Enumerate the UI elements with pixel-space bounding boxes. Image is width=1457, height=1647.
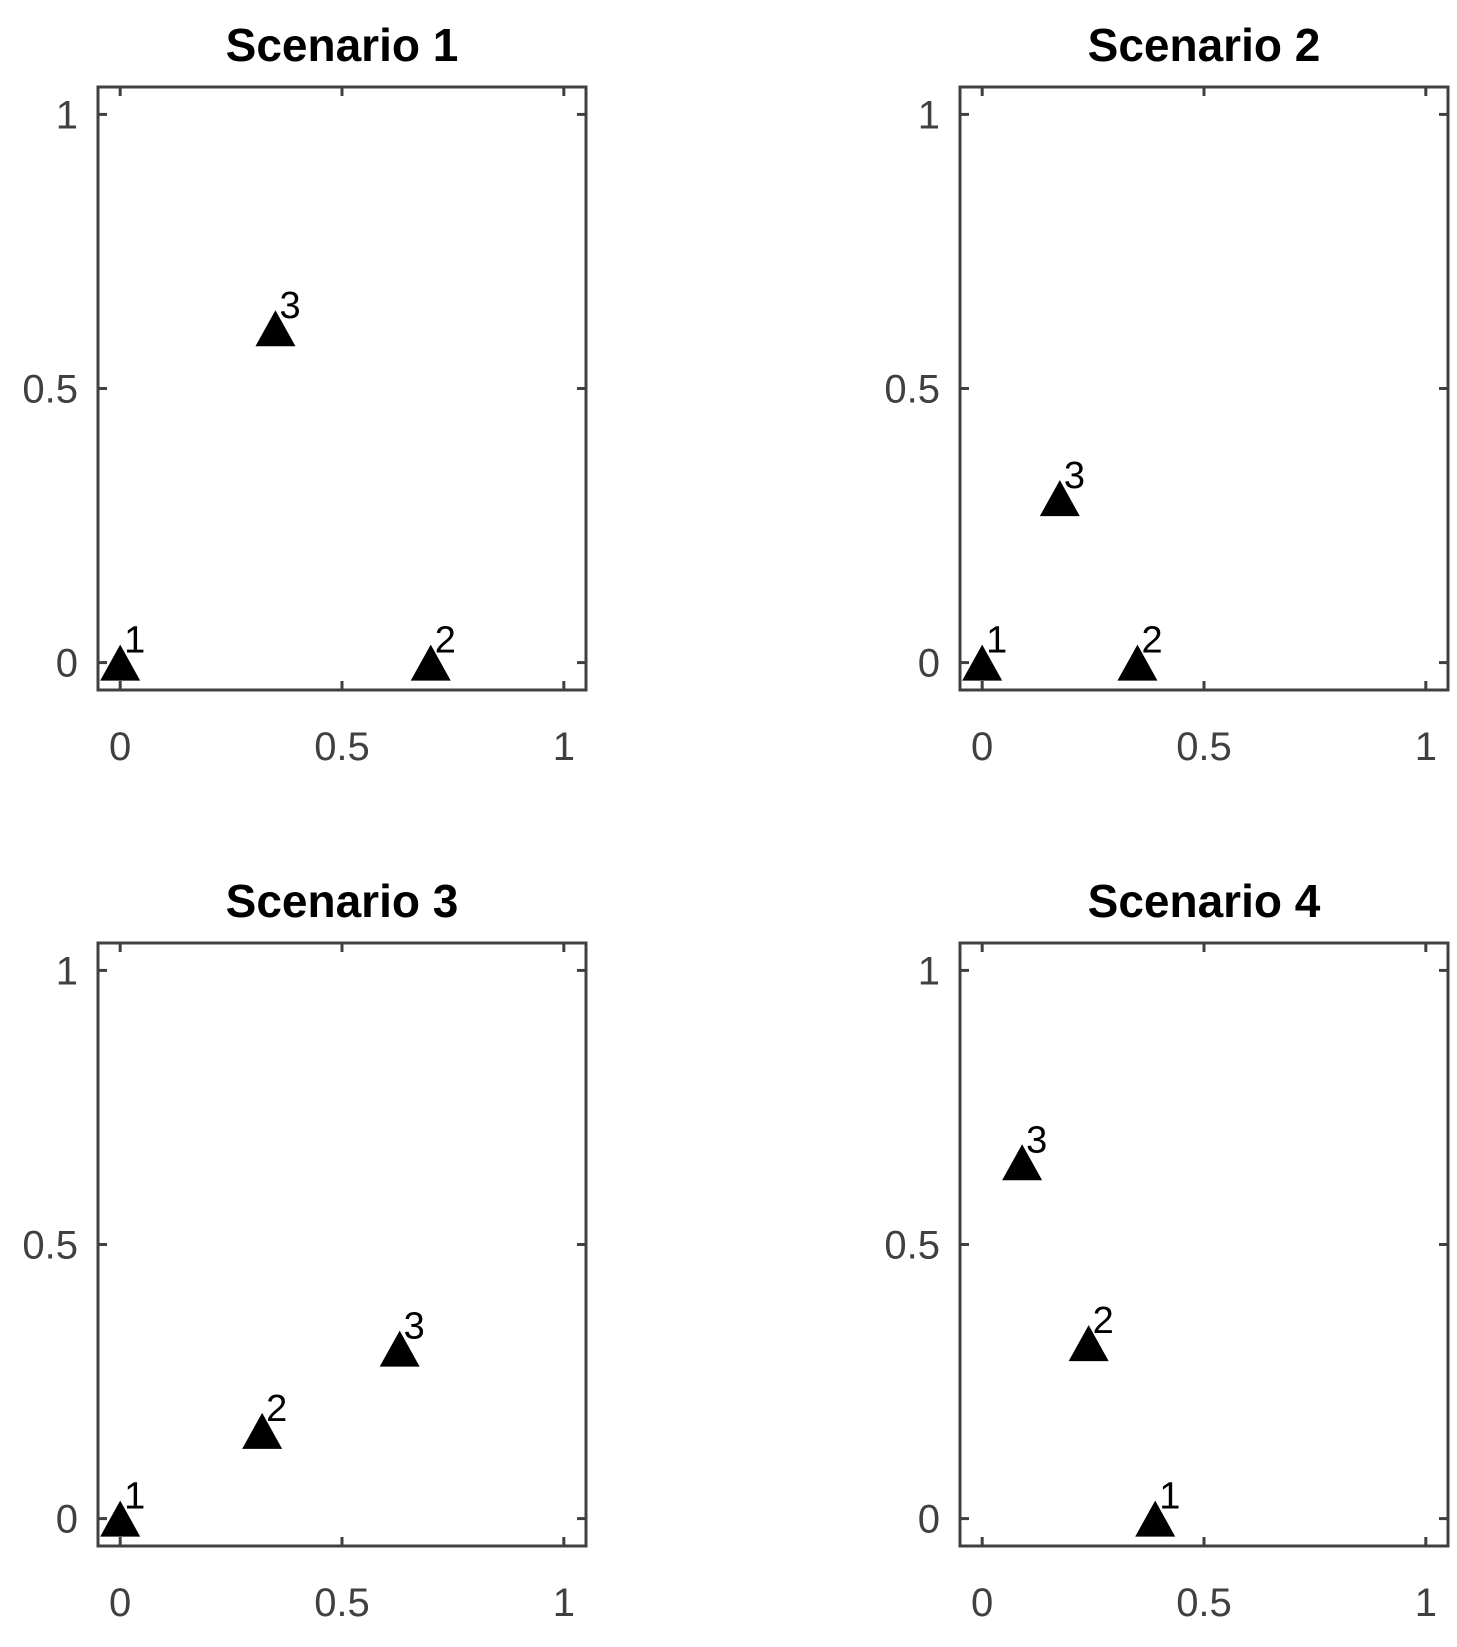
y-tick-label: 1 bbox=[918, 93, 940, 137]
x-tick-label: 1 bbox=[1415, 725, 1437, 769]
x-tick-label: 0.5 bbox=[314, 1581, 370, 1625]
y-tick-label: 0 bbox=[918, 1498, 940, 1542]
data-point-marker bbox=[1068, 1325, 1109, 1362]
y-tick-label: 0.5 bbox=[884, 1224, 940, 1268]
data-point-label: 2 bbox=[435, 620, 456, 662]
data-point-label: 1 bbox=[124, 1476, 145, 1518]
panel-title: Scenario 1 bbox=[226, 19, 459, 71]
panel-scenario-1: Scenario 1 0 0.5 1 0 0.5 1 1 2 3 bbox=[22, 19, 588, 769]
data-point-marker bbox=[1117, 644, 1158, 681]
y-tick-label: 0.5 bbox=[22, 1224, 78, 1268]
x-tick-label: 1 bbox=[1415, 1581, 1437, 1625]
x-tick-label: 0 bbox=[971, 725, 993, 769]
panel-title: Scenario 3 bbox=[226, 875, 459, 927]
data-point-label: 1 bbox=[1159, 1476, 1180, 1518]
data-point-label: 3 bbox=[279, 285, 300, 327]
x-tick-label: 0.5 bbox=[314, 725, 370, 769]
y-tick-label: 0 bbox=[918, 642, 940, 686]
data-point-label: 2 bbox=[1141, 620, 1162, 662]
x-tick-label: 0.5 bbox=[1176, 725, 1232, 769]
x-tick-label: 1 bbox=[553, 1581, 575, 1625]
panel-title: Scenario 4 bbox=[1088, 875, 1321, 927]
data-point-marker bbox=[255, 310, 296, 347]
x-tick-label: 0 bbox=[109, 1581, 131, 1625]
data-point-label: 3 bbox=[404, 1306, 425, 1348]
data-point-label: 3 bbox=[1064, 455, 1085, 497]
data-point-marker bbox=[1002, 1144, 1043, 1181]
y-tick-label: 0 bbox=[56, 642, 78, 686]
data-point-marker bbox=[100, 644, 141, 681]
x-tick-label: 0.5 bbox=[1176, 1581, 1232, 1625]
data-point-marker bbox=[379, 1330, 420, 1367]
data-point-marker bbox=[1039, 480, 1080, 517]
data-point-label: 3 bbox=[1026, 1119, 1047, 1161]
data-point-label: 1 bbox=[986, 620, 1007, 662]
x-tick-label: 1 bbox=[553, 725, 575, 769]
y-tick-label: 0.5 bbox=[22, 368, 78, 412]
panel-scenario-2: Scenario 2 0 0.5 1 0 0.5 1 1 2 3 bbox=[884, 19, 1450, 769]
y-tick-label: 0.5 bbox=[884, 368, 940, 412]
data-point-label: 1 bbox=[124, 620, 145, 662]
y-tick-label: 1 bbox=[56, 949, 78, 993]
data-point-label: 2 bbox=[266, 1388, 287, 1430]
data-point-marker bbox=[410, 644, 451, 681]
panel-scenario-4: Scenario 4 0 0.5 1 0 0.5 1 1 2 3 bbox=[884, 875, 1450, 1625]
y-tick-label: 0 bbox=[56, 1498, 78, 1542]
data-point-marker bbox=[1135, 1500, 1176, 1537]
y-tick-label: 1 bbox=[918, 949, 940, 993]
axes-box bbox=[958, 85, 1450, 692]
x-tick-label: 0 bbox=[971, 1581, 993, 1625]
panel-title: Scenario 2 bbox=[1088, 19, 1321, 71]
data-point-marker bbox=[242, 1412, 283, 1449]
axes-box bbox=[96, 85, 588, 692]
panel-scenario-3: Scenario 3 0 0.5 1 0 0.5 1 1 2 3 bbox=[22, 875, 588, 1625]
data-point-marker bbox=[962, 644, 1003, 681]
data-point-marker bbox=[100, 1500, 141, 1537]
y-tick-label: 1 bbox=[56, 93, 78, 137]
data-point-label: 2 bbox=[1093, 1300, 1114, 1342]
x-tick-label: 0 bbox=[109, 725, 131, 769]
axes-box bbox=[96, 941, 588, 1548]
axes-box bbox=[958, 941, 1450, 1548]
